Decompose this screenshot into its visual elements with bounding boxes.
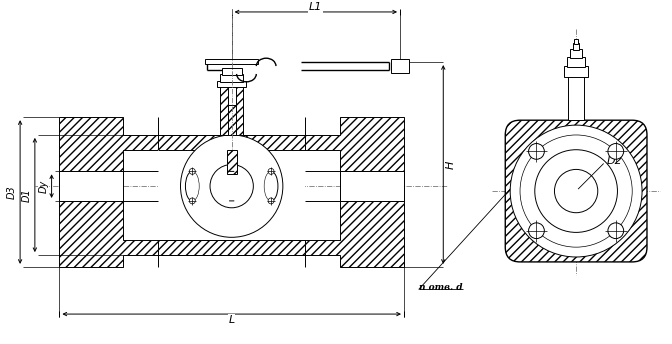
Circle shape — [190, 169, 196, 174]
Polygon shape — [59, 117, 158, 267]
Bar — [226, 150, 237, 174]
Circle shape — [529, 223, 544, 239]
Bar — [564, 66, 588, 77]
Text: Dy: Dy — [39, 180, 49, 193]
Text: D1: D1 — [22, 188, 32, 202]
Circle shape — [608, 223, 624, 239]
Polygon shape — [158, 240, 306, 255]
Bar — [567, 57, 585, 67]
Circle shape — [210, 164, 253, 208]
Text: H: H — [446, 160, 456, 169]
Circle shape — [181, 135, 283, 237]
Text: D3: D3 — [7, 185, 17, 199]
Circle shape — [268, 198, 274, 204]
Bar — [571, 49, 582, 58]
FancyBboxPatch shape — [505, 120, 647, 262]
Circle shape — [190, 198, 196, 204]
Bar — [569, 76, 584, 120]
Circle shape — [554, 169, 598, 213]
Polygon shape — [158, 135, 306, 150]
Bar — [340, 171, 404, 201]
Bar — [220, 86, 228, 135]
Circle shape — [535, 150, 618, 233]
Circle shape — [268, 169, 274, 174]
Bar — [222, 68, 241, 75]
Bar — [573, 43, 579, 50]
Bar — [220, 74, 243, 82]
Circle shape — [529, 143, 544, 159]
Bar — [225, 106, 239, 135]
Bar — [205, 59, 258, 64]
Bar — [391, 59, 409, 73]
Text: n отв. d: n отв. d — [419, 283, 462, 292]
Text: L: L — [228, 315, 235, 325]
Text: L1: L1 — [309, 2, 323, 12]
Bar — [217, 81, 247, 87]
Text: D2: D2 — [607, 155, 622, 165]
Bar — [574, 39, 578, 44]
Circle shape — [608, 143, 624, 159]
Circle shape — [510, 125, 642, 257]
Bar — [59, 171, 124, 201]
Bar — [236, 86, 243, 135]
Polygon shape — [306, 117, 404, 267]
Bar — [158, 150, 306, 240]
